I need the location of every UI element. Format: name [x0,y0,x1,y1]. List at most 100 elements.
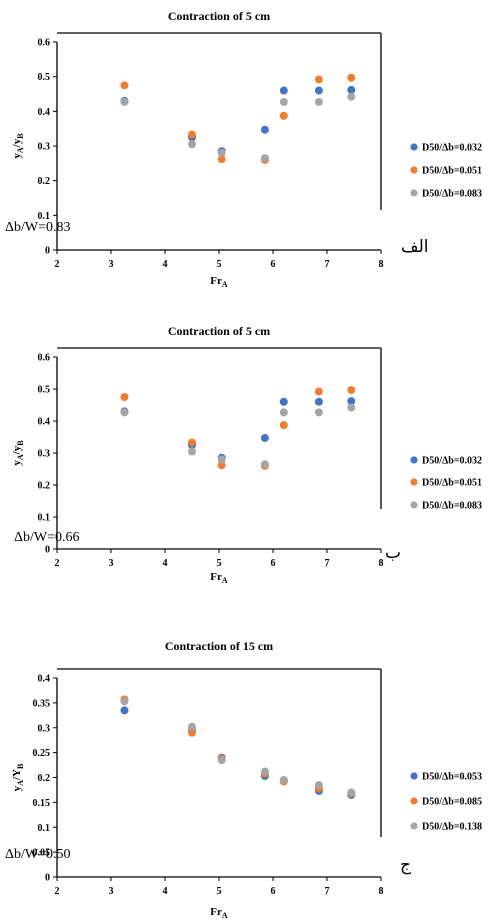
legend-marker [410,189,418,197]
data-point [188,447,196,456]
arabic-panel-label: ب [385,543,401,563]
y-tick-label: 0.4 [38,417,51,428]
x-tick-label: 6 [271,558,276,569]
legend-marker [410,456,418,464]
x-tick-label: 7 [325,886,330,897]
legend-label: D50/Δb=0.051 [422,166,482,177]
x-tick-label: 8 [379,558,384,569]
legend-marker [410,501,418,509]
data-point [314,387,323,396]
data-point [347,403,356,412]
y-tick-label: 0.25 [33,748,51,759]
data-point [314,97,323,106]
data-point [279,421,288,430]
legend-label: D50/Δb=0.083 [422,189,482,200]
x-axis-label: FrA [210,571,228,585]
y-tick-label: 0.3 [38,723,51,734]
y-tick-label: 0 [45,246,50,257]
legend-marker [410,797,418,805]
ratio-annotation: Δb/W=0.83 [5,220,71,235]
data-point [188,140,196,149]
chart-title: Contraction of 15 cm [165,639,273,653]
legend-label: D50/Δb=0.083 [422,501,482,512]
legend-label: D50/Δb=0.032 [422,143,482,154]
y-tick-label: 0.1 [38,823,51,834]
x-tick-label: 2 [55,558,60,569]
x-tick-label: 5 [217,259,222,270]
legend-marker [410,822,418,830]
y-tick-label: 0 [45,545,50,556]
x-tick-label: 4 [163,259,168,270]
x-tick-label: 8 [379,886,384,897]
data-point [260,154,269,163]
data-point [314,397,323,406]
y-tick-label: 0.6 [38,38,51,49]
data-point [217,155,226,164]
data-point [279,397,288,406]
x-tick-label: 2 [55,259,60,270]
y-axis-label: yA/YB [11,763,25,791]
arabic-panel-label: ج [400,855,411,875]
x-axis-label: FrA [210,906,228,920]
legend-label: D50/Δb=0.053 [422,772,482,783]
data-point [120,393,129,401]
y-axis-label: yA/yB [11,440,25,466]
x-tick-label: 2 [55,886,60,897]
x-tick-label: 4 [163,886,168,897]
data-point [279,97,288,106]
legend-label: D50/Δb=0.051 [422,478,482,489]
data-point [120,706,129,715]
y-tick-label: 0.5 [38,385,51,396]
legend-label: D50/Δb=0.138 [422,822,482,833]
data-point [217,148,226,157]
x-tick-label: 3 [109,886,114,897]
data-point [314,780,323,789]
legend-marker [410,166,418,174]
chart-title: Contraction of 5 cm [168,9,270,23]
y-tick-label: 0 [45,873,50,884]
legend-marker [410,478,418,486]
data-point [314,86,323,95]
data-point [120,97,129,106]
y-tick-label: 0.2 [38,176,51,187]
y-tick-label: 0.1 [38,513,51,524]
data-point [314,75,323,84]
legend-marker [410,143,418,151]
data-point [217,756,226,765]
data-point [260,767,269,776]
x-tick-label: 6 [271,259,276,270]
data-point [347,385,356,394]
chart-panel-2: Contraction of 5 cm 0 0.1 0.2 0.3 0.4 0.5 0.6 2 3… [11,324,482,585]
data-point [120,697,129,706]
chart-title: Contraction of 5 cm [168,324,270,338]
data-point [347,788,356,797]
y-tick-label: 0.5 [38,72,51,83]
data-point [279,775,288,784]
y-tick-label: 0.1 [38,211,51,222]
x-axis-label: FrA [210,275,228,289]
data-point [279,111,288,120]
data-point [188,728,196,737]
y-tick-label: 0.3 [38,142,51,153]
y-tick-label: 0.05 [33,848,51,859]
data-point [217,455,226,464]
chart-panel-3: Contraction of 15 cm 0 0.05 0.1 0.15 0.2 0.25 0… [5,639,482,920]
y-tick-label: 0.35 [33,698,51,709]
data-point [217,461,226,470]
y-tick-label: 0.3 [38,449,51,460]
y-tick-label: 0.6 [38,353,51,364]
data-point [260,125,269,134]
y-tick-label: 0.4 [38,674,51,685]
x-tick-label: 7 [325,259,330,270]
arabic-panel-label: الف [401,237,429,257]
x-tick-label: 8 [379,259,384,270]
data-point [314,408,323,417]
data-point [347,397,356,406]
x-tick-label: 5 [217,886,222,897]
x-tick-label: 5 [217,558,222,569]
data-point [347,85,356,94]
y-tick-label: 0.15 [33,798,51,809]
data-point [279,408,288,417]
data-point [188,130,196,139]
